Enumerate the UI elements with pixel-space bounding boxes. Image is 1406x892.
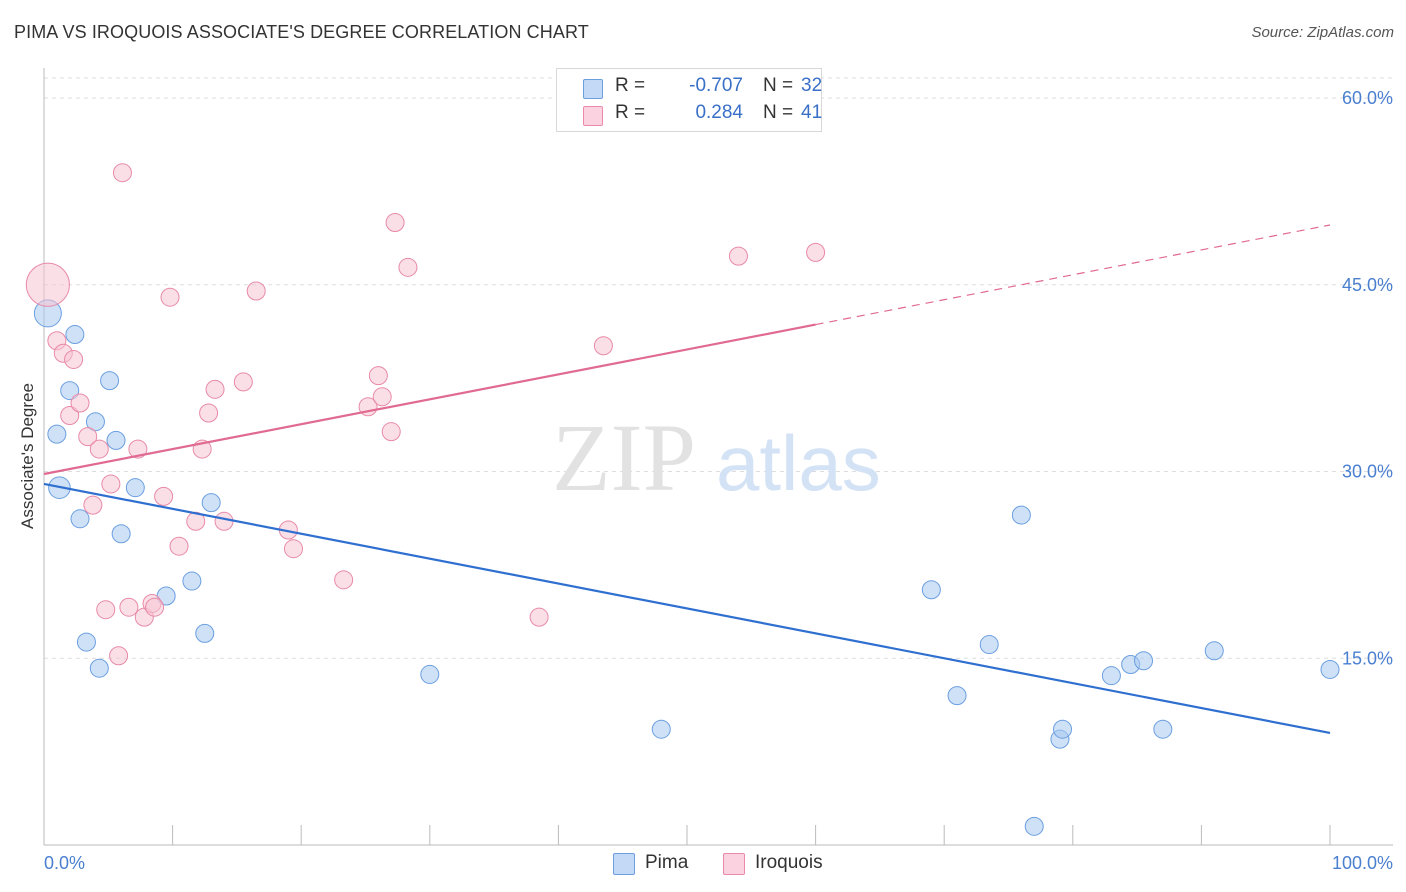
x-tick-label-max: 100.0% xyxy=(1332,853,1393,873)
y-tick-label: 30.0% xyxy=(1342,462,1393,482)
axes xyxy=(43,68,1393,846)
iroquois-point xyxy=(372,387,392,407)
iroquois-point xyxy=(199,403,219,423)
pima-point xyxy=(60,381,80,401)
iroquois-points xyxy=(25,163,826,666)
iroquois-point xyxy=(96,600,116,620)
pima-point xyxy=(1204,641,1224,661)
legend-r-label: R = xyxy=(615,102,646,123)
legend-r-value: 0.284 xyxy=(695,102,743,123)
pima-point xyxy=(125,478,145,498)
iroquois-point xyxy=(593,336,613,356)
iroquois-point xyxy=(283,539,303,559)
pima-point xyxy=(1053,719,1073,739)
legend-n-label: N = xyxy=(763,102,794,123)
iroquois-point xyxy=(64,349,84,369)
pima-point xyxy=(1101,666,1121,686)
pima-point xyxy=(111,524,131,544)
iroquois-point xyxy=(233,372,253,392)
iroquois-point xyxy=(246,281,266,301)
iroquois-trend-extension xyxy=(815,224,1331,326)
iroquois-point xyxy=(60,405,80,425)
iroquois-point xyxy=(101,474,121,494)
pima-point xyxy=(85,412,105,432)
pima-point xyxy=(1320,659,1340,679)
source-label: Source: ZipAtlas.com xyxy=(1251,24,1394,41)
watermark-zip: ZIP xyxy=(552,404,696,511)
pima-point xyxy=(651,719,671,739)
iroquois-point xyxy=(78,427,98,447)
pima-point xyxy=(1011,505,1031,525)
pima-point xyxy=(47,424,67,444)
correlation-legend: R = -0.707 N = 32 R = 0.284 N = 41 xyxy=(556,68,822,132)
legend-n-value: 41 xyxy=(801,102,823,123)
iroquois-point xyxy=(145,597,165,617)
pima-points xyxy=(33,299,1340,836)
iroquois-point xyxy=(385,213,405,232)
watermark-atlas: atlas xyxy=(716,419,881,507)
pima-point xyxy=(1134,651,1154,671)
iroquois-point xyxy=(334,570,354,590)
iroquois-point xyxy=(83,495,103,515)
iroquois-point xyxy=(109,646,129,666)
iroquois-point xyxy=(128,439,148,459)
pima-point xyxy=(65,325,85,345)
bottom-legend-label-pima: Pima xyxy=(645,852,689,873)
iroquois-point xyxy=(398,257,418,277)
pima-point xyxy=(201,493,221,513)
iroquois-point xyxy=(381,422,401,442)
iroquois-point xyxy=(728,246,748,266)
legend-swatch-iroquois xyxy=(583,106,603,126)
legend-n-label: N = xyxy=(763,75,794,96)
iroquois-point xyxy=(25,262,70,307)
pima-point xyxy=(921,580,941,600)
legend-swatch-pima xyxy=(583,79,603,99)
iroquois-point xyxy=(214,511,234,531)
pima-point xyxy=(76,632,96,652)
pima-point xyxy=(195,623,215,643)
iroquois-point xyxy=(806,242,826,262)
bottom-legend-swatch-iroquois xyxy=(723,853,745,875)
iroquois-point xyxy=(119,597,139,617)
bottom-legend-swatch-pima xyxy=(613,853,635,875)
pima-point xyxy=(979,635,999,655)
chart-title: PIMA VS IROQUOIS ASSOCIATE'S DEGREE CORR… xyxy=(14,22,589,42)
iroquois-point xyxy=(368,366,388,386)
pima-point xyxy=(100,371,120,391)
iroquois-trend-line xyxy=(43,323,816,476)
iroquois-point xyxy=(160,287,180,307)
pima-point xyxy=(1024,816,1044,836)
pima-point xyxy=(420,664,440,684)
y-axis-label: Associate's Degree xyxy=(18,383,37,529)
gridlines xyxy=(44,77,1393,659)
y-tick-label: 15.0% xyxy=(1342,648,1393,668)
iroquois-point xyxy=(169,536,189,556)
pima-point xyxy=(1153,719,1173,739)
tick-labels: 15.0% 30.0% 45.0% 60.0% 0.0% 100.0% Associate'… xyxy=(18,88,1393,873)
y-tick-label: 45.0% xyxy=(1342,275,1393,295)
iroquois-point xyxy=(529,607,549,627)
iroquois-point xyxy=(70,393,90,413)
iroquois-point xyxy=(112,163,132,183)
iroquois-point xyxy=(154,486,174,506)
pima-point xyxy=(947,686,967,706)
x-tick-label-min: 0.0% xyxy=(44,853,85,873)
watermark: ZIP atlas xyxy=(552,404,881,511)
pima-point xyxy=(70,509,90,529)
legend-n-value: 32 xyxy=(801,75,823,96)
pima-point xyxy=(106,430,126,450)
pima-point xyxy=(182,571,202,591)
iroquois-point xyxy=(89,439,109,459)
legend-r-label: R = xyxy=(615,75,646,96)
pima-trend-line xyxy=(43,482,1331,735)
legend-r-value: -0.707 xyxy=(689,75,743,96)
y-tick-label: 60.0% xyxy=(1342,88,1393,108)
bottom-legend-label-iroquois: Iroquois xyxy=(755,852,823,873)
pima-point xyxy=(89,658,109,678)
trend-lines xyxy=(43,224,1331,735)
iroquois-point xyxy=(205,379,225,399)
